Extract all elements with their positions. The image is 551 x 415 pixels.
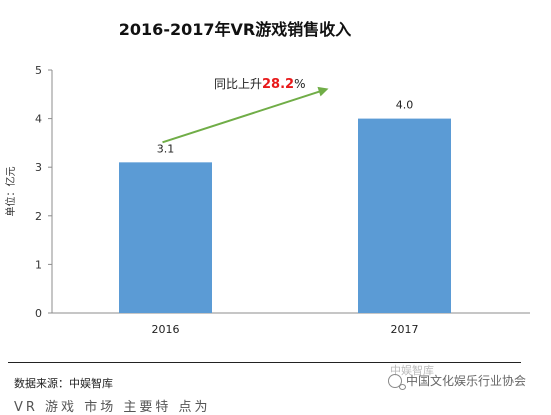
y-tick-label: 4 [35,113,42,126]
x-tick-label: 2016 [152,323,180,336]
cut-off-body-text: VR 游戏 市场 主要特 点为 [14,400,211,415]
chart-axes: 0 1 2 3 4 5 单位：亿元 [4,64,530,320]
y-tick-label: 0 [35,307,42,320]
chart-labels: 3.1 2016 4.0 2017 [152,99,419,336]
chart-bars [119,118,451,313]
growth-annotation: 同比上升28.2% [214,77,306,92]
chart-title: 2016-2017年VR游戏销售收入 [118,20,352,39]
y-tick-label: 2 [35,210,42,223]
watermark-text: 中国文化娱乐行业协会 [406,374,527,388]
y-axis-title: 单位：亿元 [4,167,17,217]
data-label: 4.0 [396,99,414,112]
bar-2017 [358,118,451,313]
y-tick-label: 1 [35,258,42,271]
growth-annotation-value: 28.2 [262,77,294,92]
chat-bubble-icon [388,373,406,390]
growth-arrow-line [162,89,323,144]
growth-arrow-head [317,86,329,97]
watermark-ghost-text: 中娱智库 [390,364,434,377]
bar-chart: 0 1 2 3 4 5 单位：亿元 3.1 2016 4.0 2017 同比上升28.2% [4,64,530,336]
bar-2016 [119,162,212,313]
data-label: 3.1 [157,142,175,155]
y-tick-label: 5 [35,64,42,77]
growth-annotation-prefix: 同比上升 [214,77,262,91]
footer-divider [8,362,521,363]
watermark: 中国文化娱乐行业协会 [388,372,527,390]
y-tick-label: 3 [35,161,42,174]
growth-annotation-suffix: % [294,77,305,91]
data-source: 数据来源：中娱智库 [14,377,113,390]
x-tick-label: 2017 [391,323,419,336]
chart-annotation: 同比上升28.2% [162,77,329,144]
